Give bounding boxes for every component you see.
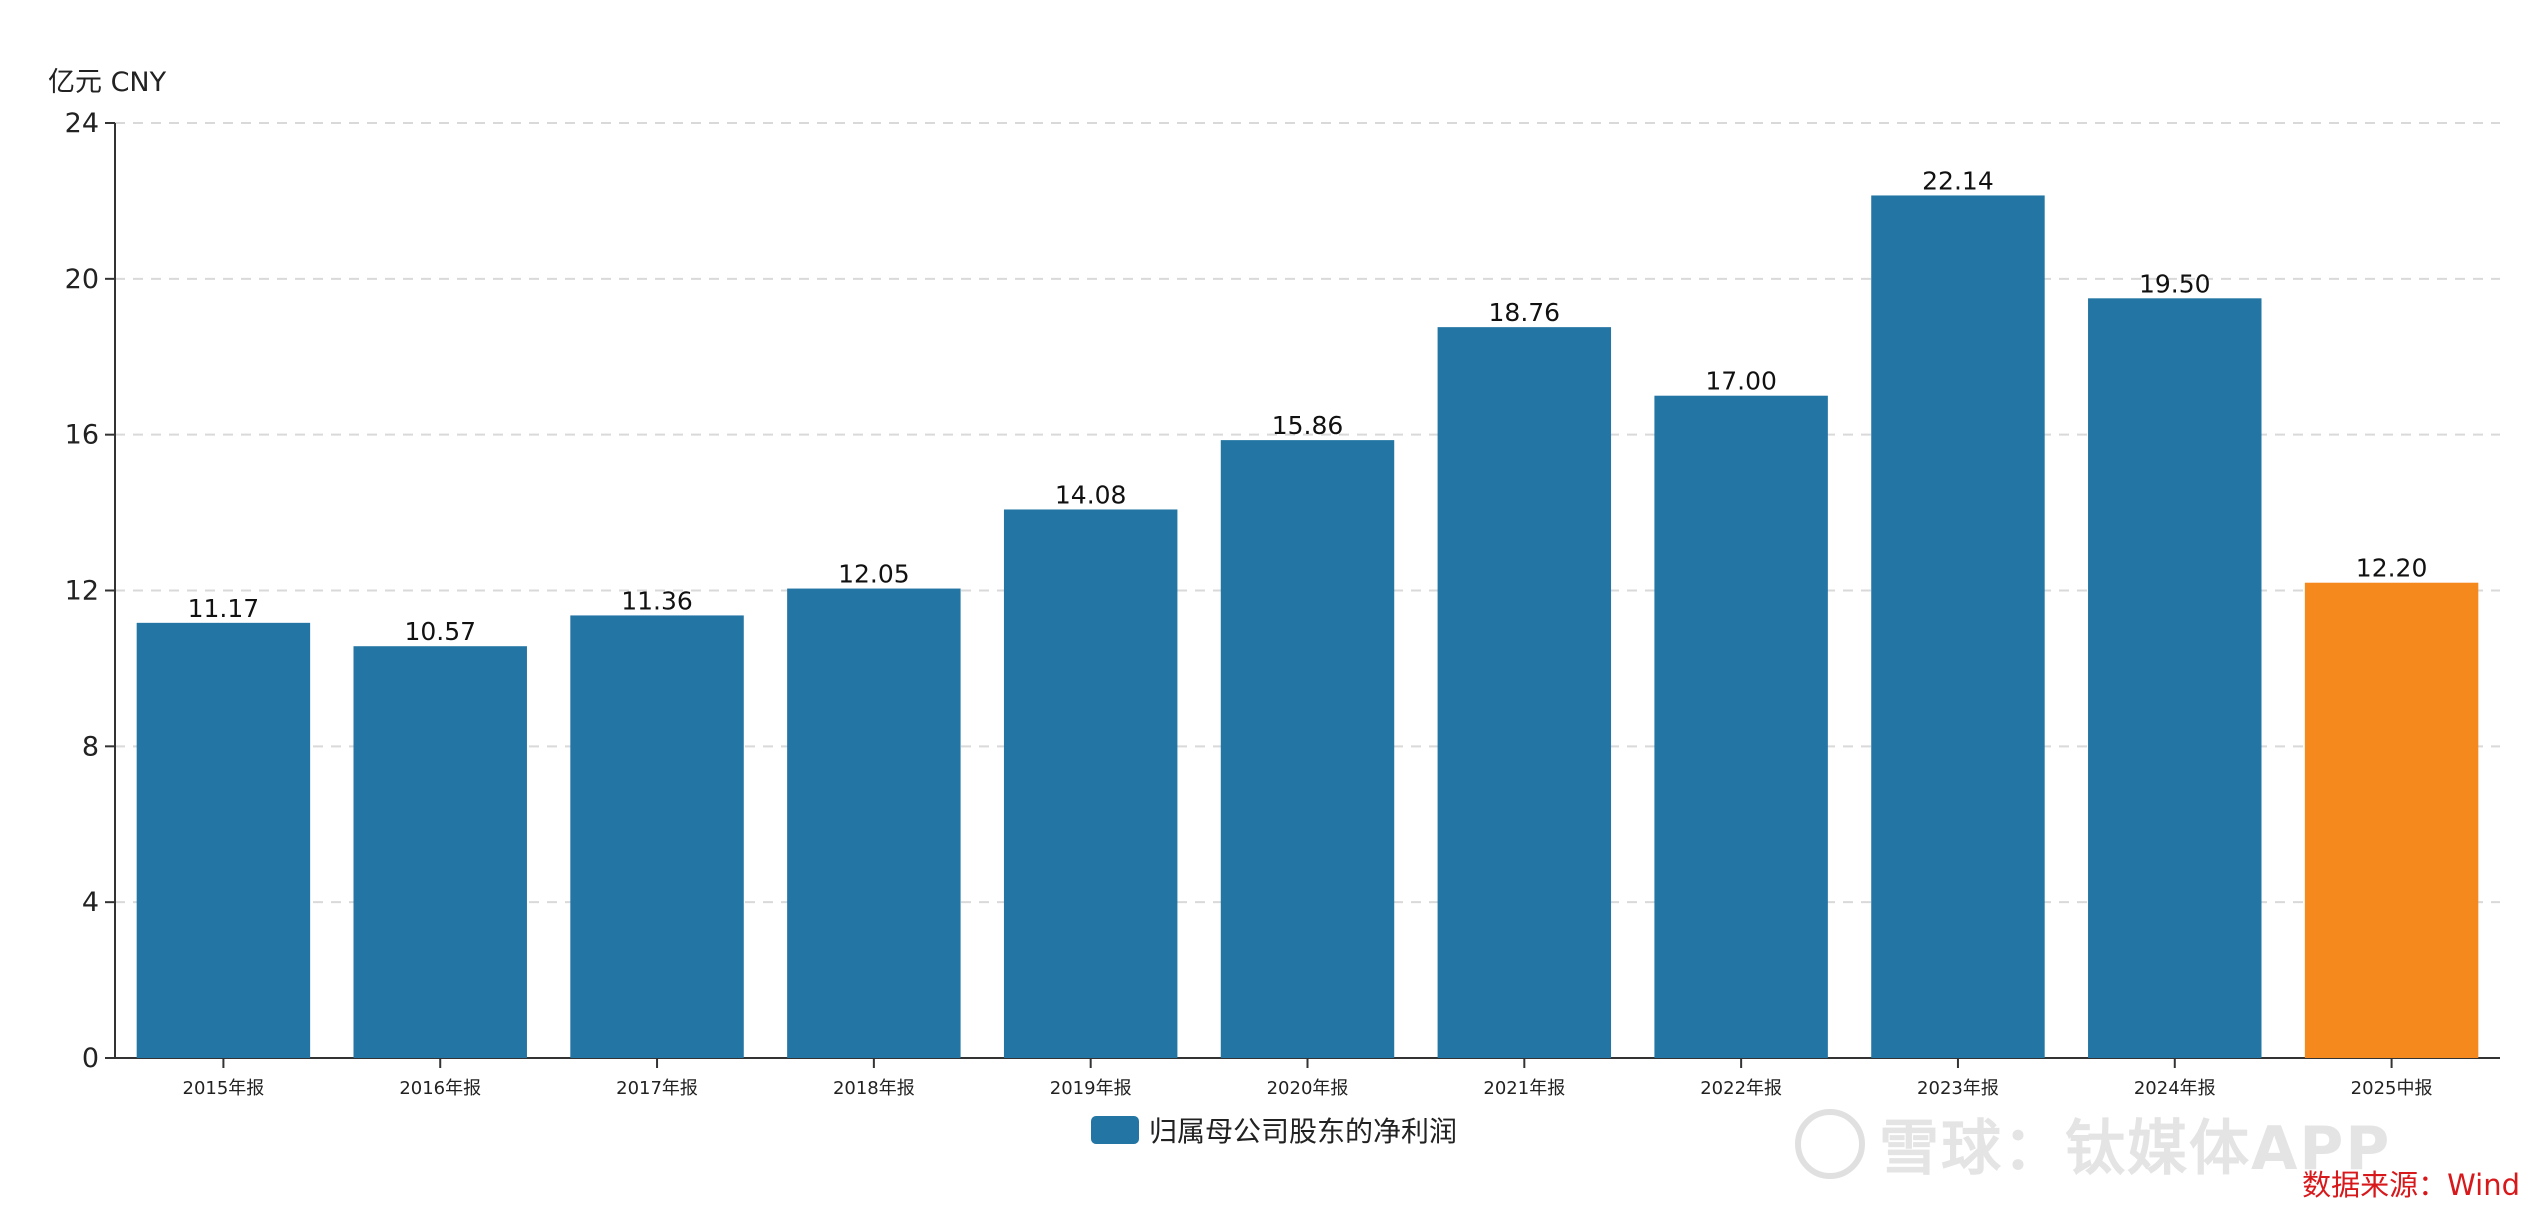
- snowball-logo-icon: [1795, 1108, 1865, 1179]
- bar-value-label: 22.14: [1922, 166, 1994, 195]
- x-tick-label: 2019年报: [1050, 1078, 1132, 1099]
- x-tick-label: 2017年报: [616, 1078, 698, 1099]
- bar-4[interactable]: [787, 588, 961, 1058]
- bar-9[interactable]: [1871, 195, 2045, 1058]
- y-tick-label: 16: [65, 420, 99, 451]
- x-tick-label: 2015年报: [183, 1078, 265, 1099]
- bar-value-label: 10.57: [404, 617, 476, 646]
- x-tick-label: 2024年报: [2134, 1078, 2216, 1099]
- y-tick-label: 20: [65, 264, 99, 295]
- x-tick-label: 2023年报: [1917, 1078, 1999, 1099]
- bar-11[interactable]: [2304, 582, 2479, 1058]
- y-tick-label: 24: [65, 108, 99, 139]
- bar-2[interactable]: [353, 646, 527, 1058]
- bar-6[interactable]: [1220, 440, 1395, 1058]
- legend-label: 归属母公司股东的净利润: [1148, 1115, 1457, 1148]
- bar-8[interactable]: [1654, 395, 1828, 1058]
- bar-7[interactable]: [1437, 327, 1612, 1058]
- x-tick-label: 2020年报: [1267, 1078, 1349, 1099]
- x-tick-label: 2022年报: [1700, 1078, 1782, 1099]
- bar-value-label: 14.08: [1055, 480, 1127, 509]
- x-tick-label: 2016年报: [399, 1078, 481, 1099]
- bar-1[interactable]: [136, 622, 311, 1058]
- bar-value-label: 11.17: [188, 594, 260, 623]
- y-tick-label: 12: [65, 576, 99, 607]
- bar-value-label: 12.20: [2356, 554, 2428, 583]
- watermark: 雪球：钛媒体APP: [1795, 1100, 2391, 1187]
- bar-value-label: 12.05: [838, 560, 910, 589]
- bar-value-label: 18.76: [1489, 298, 1561, 327]
- legend[interactable]: 归属母公司股东的净利润: [0, 1110, 2548, 1150]
- x-tick-label: 2021年报: [1483, 1078, 1565, 1099]
- bar-value-label: 15.86: [1272, 411, 1344, 440]
- bar-3[interactable]: [570, 615, 744, 1058]
- y-tick-label: 4: [82, 887, 99, 918]
- bar-value-label: 11.36: [621, 586, 693, 615]
- y-axis-unit-label: 亿元 CNY: [48, 67, 167, 98]
- watermark-text: 雪球：钛媒体APP: [1879, 1114, 2392, 1184]
- y-tick-label: 0: [82, 1043, 99, 1074]
- bar-10[interactable]: [2088, 298, 2262, 1058]
- bar-value-label: 19.50: [2139, 269, 2211, 298]
- y-tick-label: 8: [82, 731, 99, 762]
- legend-swatch: [1090, 1116, 1139, 1144]
- x-tick-label: 2018年报: [833, 1078, 915, 1099]
- x-tick-label: 2025中报: [2351, 1078, 2433, 1099]
- bar-5[interactable]: [1003, 509, 1178, 1058]
- data-source: 数据来源：Wind: [2302, 1168, 2520, 1202]
- bar-value-label: 17.00: [1705, 367, 1777, 396]
